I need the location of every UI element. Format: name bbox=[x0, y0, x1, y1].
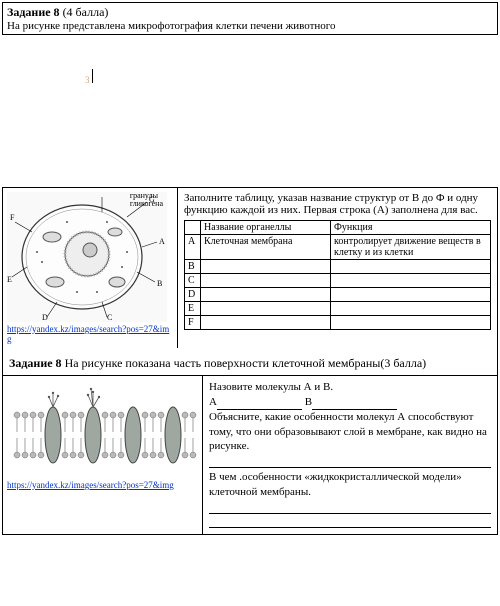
table-row: A Клеточная мембрана контролирует движен… bbox=[185, 235, 491, 260]
task8-points: (4 балла) bbox=[63, 5, 109, 19]
page-spacer: 3 bbox=[0, 35, 500, 105]
label-A: А bbox=[209, 396, 217, 408]
blank-line bbox=[209, 516, 491, 528]
th-name: Название органеллы bbox=[201, 221, 331, 235]
cell-instruction: Заполните таблицу, указав название струк… bbox=[184, 192, 491, 216]
label-A: A bbox=[159, 237, 165, 246]
membrane-image-link[interactable]: https://yandex.kz/images/search?pos=27&i… bbox=[7, 480, 198, 490]
table-row: B bbox=[185, 260, 491, 274]
membrane-q1: Назовите молекулы А и В. bbox=[209, 380, 491, 395]
gap bbox=[0, 105, 500, 185]
task8b-rest: На рисунке показана часть поверхности кл… bbox=[62, 356, 427, 370]
label-E: E bbox=[7, 275, 12, 284]
granule-label: гранулыгликогена bbox=[130, 192, 163, 208]
membrane-text-panel: Назовите молекулы А и В. А В Объясните, … bbox=[203, 376, 497, 534]
page-number: 3 bbox=[85, 75, 90, 85]
label-C: C bbox=[107, 313, 112, 322]
membrane-q3: В чем .особенности «жидкокристаллической… bbox=[209, 470, 491, 500]
membrane-svg bbox=[7, 380, 197, 475]
membrane-image-panel: https://yandex.kz/images/search?pos=27&i… bbox=[3, 376, 203, 534]
task8-header: Задание 8 (4 балла) bbox=[7, 5, 493, 20]
table-row: F bbox=[185, 316, 491, 330]
task8b-bold: Задание 8 bbox=[9, 356, 62, 370]
cell-svg: G F E D C B A bbox=[7, 192, 167, 322]
cell-image-panel: гранулыгликогена bbox=[3, 188, 178, 348]
table-row: E bbox=[185, 302, 491, 316]
blank-B bbox=[312, 399, 397, 410]
blank-line bbox=[209, 502, 491, 514]
cell-text-panel: Заполните таблицу, указав название струк… bbox=[178, 188, 497, 348]
membrane-ab-line: А В bbox=[209, 395, 491, 410]
task8-prompt: На рисунке представлена микрофотография … bbox=[7, 20, 493, 32]
organelle-table: Название органеллы Функция A Клеточная м… bbox=[184, 220, 491, 330]
table-row: D bbox=[185, 288, 491, 302]
table-row: C bbox=[185, 274, 491, 288]
task8-title: Задание 8 bbox=[7, 5, 60, 19]
membrane-section: https://yandex.kz/images/search?pos=27&i… bbox=[3, 375, 497, 534]
label-D: D bbox=[42, 313, 48, 322]
label-B: В bbox=[305, 396, 312, 408]
cell-diagram: гранулыгликогена bbox=[7, 192, 167, 322]
label-F: F bbox=[10, 213, 15, 222]
blank-A bbox=[217, 399, 302, 410]
cell-image-link[interactable]: https://yandex.kz/images/search?pos=27&i… bbox=[7, 324, 173, 344]
label-B: B bbox=[157, 279, 162, 288]
th-blank bbox=[185, 221, 201, 235]
task8-header-box: Задание 8 (4 балла) На рисунке представл… bbox=[2, 2, 498, 35]
task8b-text: Задание 8 На рисунке показана часть пове… bbox=[9, 356, 491, 371]
text-cursor bbox=[92, 69, 93, 83]
cell-section: гранулыгликогена bbox=[2, 187, 498, 535]
blank-line bbox=[209, 456, 491, 468]
th-fn: Функция bbox=[331, 221, 491, 235]
membrane-q2: Объясните, какие особенности молекул А с… bbox=[209, 410, 491, 455]
